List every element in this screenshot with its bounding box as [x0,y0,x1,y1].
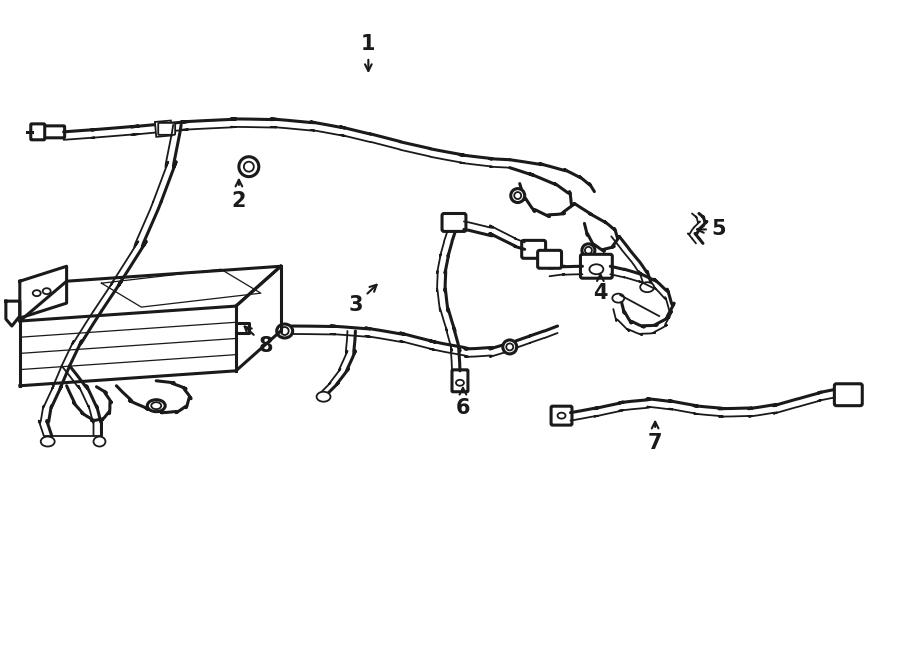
Ellipse shape [151,402,161,409]
Ellipse shape [244,162,254,172]
Ellipse shape [40,436,55,447]
Ellipse shape [503,340,517,354]
Ellipse shape [456,380,464,386]
Ellipse shape [94,436,105,447]
Ellipse shape [557,412,565,418]
Ellipse shape [148,400,166,412]
Ellipse shape [42,288,50,294]
FancyBboxPatch shape [31,124,45,140]
Text: 1: 1 [361,34,375,71]
Text: 6: 6 [455,388,470,418]
Text: 5: 5 [698,219,726,239]
FancyBboxPatch shape [537,251,562,268]
FancyBboxPatch shape [158,123,176,135]
Ellipse shape [281,327,289,335]
Ellipse shape [238,157,259,176]
FancyBboxPatch shape [834,384,862,406]
FancyBboxPatch shape [442,214,466,231]
FancyBboxPatch shape [452,370,468,392]
Bar [155,120,172,137]
FancyBboxPatch shape [580,254,612,278]
Text: 3: 3 [348,285,376,315]
Text: 2: 2 [231,180,246,211]
FancyBboxPatch shape [522,241,545,258]
Ellipse shape [514,192,521,199]
Ellipse shape [585,247,592,254]
Ellipse shape [32,290,40,296]
Text: 4: 4 [593,274,608,303]
Ellipse shape [276,324,292,338]
Text: 7: 7 [648,422,662,453]
Ellipse shape [590,264,603,274]
Ellipse shape [640,282,654,292]
Ellipse shape [510,188,525,202]
FancyBboxPatch shape [551,406,572,425]
FancyBboxPatch shape [40,126,65,137]
Ellipse shape [507,344,513,350]
Text: 8: 8 [245,327,273,356]
Ellipse shape [317,392,330,402]
Ellipse shape [612,293,625,303]
Ellipse shape [582,244,595,257]
